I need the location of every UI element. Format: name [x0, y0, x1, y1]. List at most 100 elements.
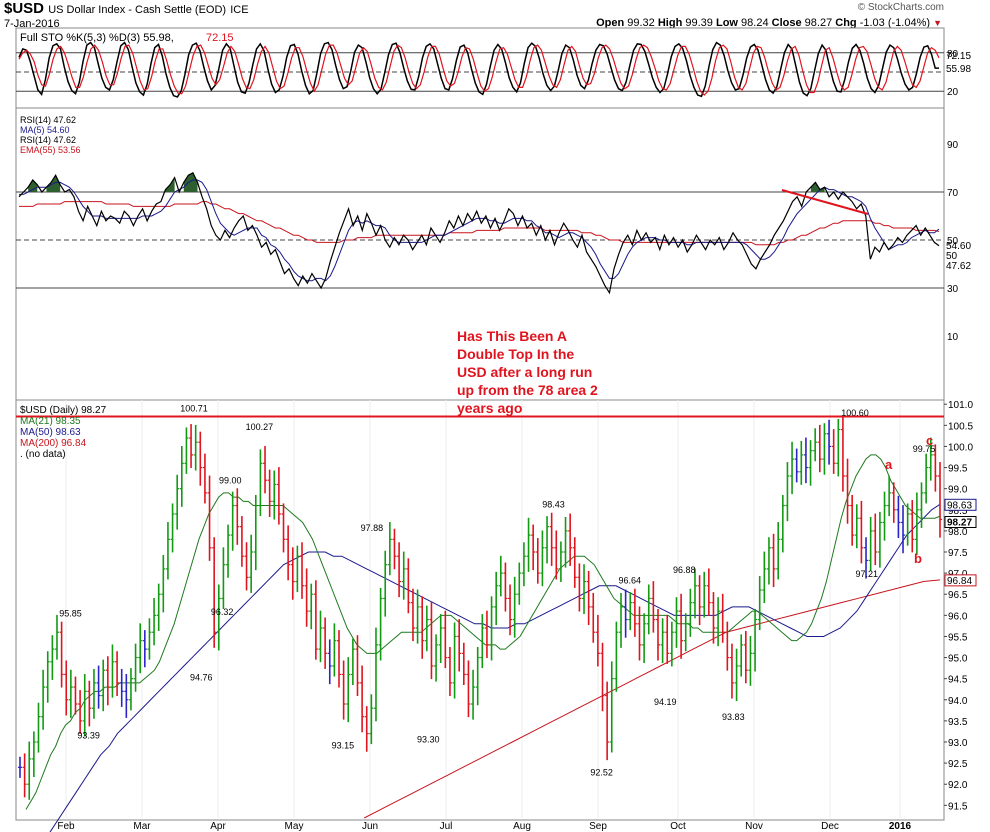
rsi-y-tick: 90 [947, 140, 959, 151]
price-bar [31, 731, 36, 778]
price-bar [300, 542, 305, 599]
price-bar [401, 551, 406, 600]
price-bar [18, 756, 22, 778]
high-value: 99.39 [685, 17, 713, 29]
price-label: 93.30 [417, 734, 440, 744]
price-bar [697, 575, 702, 626]
ma200-line [363, 579, 941, 819]
price-bar [545, 516, 550, 564]
chg-label: Chg [835, 17, 857, 29]
price-bar [96, 665, 101, 709]
price-bar [799, 440, 804, 485]
price-y-tick: 95.5 [948, 632, 968, 643]
open-label: Open [596, 17, 625, 29]
price-bar [785, 462, 790, 522]
price-bar [655, 609, 660, 661]
x-tick-label: Aug [513, 821, 531, 832]
rsi-legend-rsi2: RSI(14) 47.62 [20, 135, 76, 145]
price-bar [142, 630, 147, 668]
price-bar [521, 542, 526, 587]
price-bar [628, 592, 633, 631]
watermark: © StockCharts.com [857, 2, 944, 13]
price-bar [202, 453, 207, 504]
price-bar [447, 647, 452, 696]
price-bar [290, 547, 295, 600]
wave-label: b [914, 551, 922, 566]
price-label: 100.60 [841, 408, 869, 418]
rsi-y-tick: 70 [947, 188, 959, 199]
price-bar [36, 702, 41, 753]
price-label: 92.52 [590, 767, 613, 777]
symbol-title: $USD US Dollar Index - Cash Settle (EOD)… [4, 0, 249, 17]
price-bar [619, 592, 624, 648]
price-legend-item: . (no data) [20, 449, 66, 460]
last-value-box [944, 498, 977, 511]
price-bar [642, 613, 647, 664]
price-bar [27, 741, 32, 800]
price-bar [914, 492, 919, 555]
price-bar [674, 597, 679, 648]
last-value-box [944, 574, 977, 587]
price-y-tick: 97.5 [948, 548, 968, 559]
price-bar [933, 444, 938, 492]
last-value-label: 98.63 [947, 500, 972, 511]
price-bar [239, 516, 244, 567]
price-bar [692, 568, 697, 619]
sto-last-d: 72.15 [946, 51, 971, 62]
price-bar [373, 627, 378, 722]
price-bar [790, 441, 795, 495]
price-bar [434, 634, 439, 682]
price-bar [748, 636, 753, 686]
price-bar [609, 661, 614, 753]
high-label: High [657, 17, 683, 29]
price-bar [531, 524, 536, 571]
price-bar [105, 656, 110, 706]
price-bar [212, 537, 217, 648]
ma50-line [49, 503, 941, 832]
rsi-last-value: 50 [946, 251, 958, 262]
price-bar [683, 613, 688, 652]
price-label: 97.21 [856, 569, 879, 579]
price-y-tick: 100.5 [948, 421, 973, 432]
down-arrow-icon: ▼ [933, 18, 942, 28]
price-bar [230, 491, 235, 551]
last-value-label: 96.84 [947, 576, 972, 587]
price-bar [286, 525, 291, 581]
price-bar [498, 555, 503, 597]
price-bar [669, 621, 674, 667]
price-bar [771, 533, 776, 588]
price-bar [887, 475, 892, 517]
annotation-text: up from the 78 area 2 [457, 382, 598, 398]
last-value-box [944, 515, 977, 528]
price-bar [457, 619, 462, 672]
price-bar [489, 596, 494, 661]
price-bar [369, 694, 374, 745]
price-bar [346, 657, 351, 723]
price-bar [179, 446, 184, 507]
price-bar [295, 545, 300, 593]
rsi-overbought-fill [183, 172, 198, 192]
price-bar [582, 564, 587, 615]
price-bar [605, 681, 610, 761]
price-bar [614, 621, 619, 692]
price-bar [165, 522, 170, 580]
sto-y-tick: 80 [947, 49, 959, 60]
x-tick-label: Sep [589, 821, 607, 832]
price-bar [267, 469, 272, 517]
price-bar [808, 440, 813, 486]
price-label: 100.27 [246, 422, 274, 432]
annotation-text: Has This Been A [457, 328, 567, 344]
annotation-text: years ago [457, 400, 522, 416]
price-bar [905, 503, 910, 546]
price-bar [591, 592, 596, 643]
price-bar [563, 516, 568, 568]
wave-label: c [926, 433, 933, 448]
price-bar [276, 467, 281, 525]
price-bar [235, 488, 240, 545]
price-bar [189, 424, 194, 468]
low-value: 98.24 [741, 17, 769, 29]
price-bar [221, 547, 226, 609]
price-bar [64, 660, 69, 716]
price-bar [461, 642, 466, 685]
